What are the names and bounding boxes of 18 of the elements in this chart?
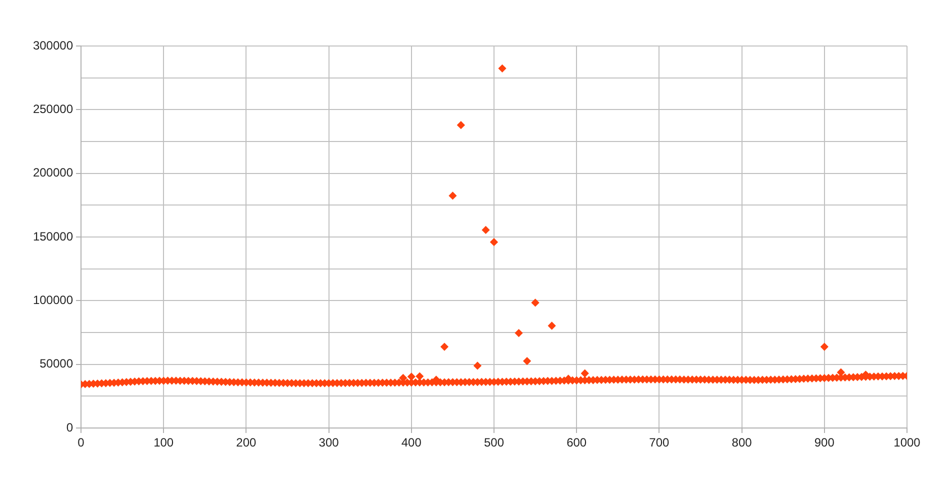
- y-tick-label: 300000: [32, 38, 74, 52]
- x-tick-label: 1000: [894, 436, 921, 450]
- x-tick-label: 700: [649, 436, 670, 450]
- y-tick-label: 50000: [40, 356, 74, 371]
- x-tick-label: 800: [732, 436, 752, 450]
- y-tick-label: 200000: [32, 166, 74, 180]
- y-tick-label: 0: [66, 420, 74, 434]
- y-tick-label: 250000: [32, 102, 74, 116]
- x-tick-label: 0: [78, 436, 85, 450]
- x-tick-label: 900: [814, 436, 835, 450]
- x-tick-label: 300: [318, 436, 340, 450]
- x-tick-label: 200: [236, 436, 257, 450]
- x-tick-label: 400: [401, 436, 422, 450]
- x-tick-label: 500: [484, 436, 504, 450]
- y-tick-label: 100000: [32, 292, 74, 307]
- x-tick-label: 100: [154, 436, 174, 450]
- x-tick-label: 600: [566, 436, 587, 450]
- y-tick-label: 150000: [32, 229, 74, 244]
